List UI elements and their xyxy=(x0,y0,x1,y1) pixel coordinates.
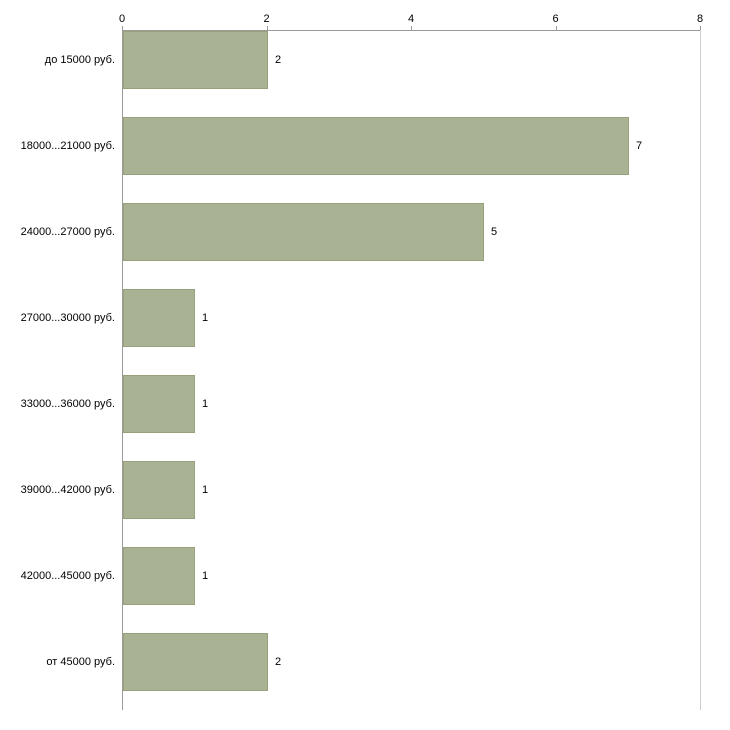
x-axis-line xyxy=(122,30,701,31)
bar xyxy=(123,375,195,433)
category-label: 33000...36000 руб. xyxy=(20,398,115,410)
category-label: 27000...30000 руб. xyxy=(20,312,115,324)
category-label: до 15000 руб. xyxy=(44,54,115,66)
bar xyxy=(123,117,629,175)
x-tick-mark xyxy=(411,26,412,30)
bar-value-label: 2 xyxy=(275,656,282,668)
bar xyxy=(123,289,195,347)
bar-value-label: 7 xyxy=(636,140,643,152)
category-label: 18000...21000 руб. xyxy=(20,140,115,152)
bar xyxy=(123,547,195,605)
bar-value-label: 1 xyxy=(202,398,209,410)
bar-value-label: 1 xyxy=(202,312,209,324)
x-tick-label: 6 xyxy=(552,13,559,25)
category-label: от 45000 руб. xyxy=(46,656,115,668)
x-tick-label: 2 xyxy=(263,13,270,25)
category-label: 42000...45000 руб. xyxy=(20,570,115,582)
x-tick-label: 0 xyxy=(118,13,126,25)
bar xyxy=(123,31,268,89)
bar-value-label: 1 xyxy=(202,484,209,496)
x-tick-mark xyxy=(700,26,701,30)
x-tick-mark xyxy=(555,26,557,30)
x-tick-mark xyxy=(266,26,268,30)
bar-value-label: 5 xyxy=(491,226,498,238)
x-tick-label: 8 xyxy=(696,13,704,25)
bar-value-label: 1 xyxy=(202,570,209,582)
bar-value-label: 2 xyxy=(275,54,282,66)
category-label: 39000...42000 руб. xyxy=(20,484,115,496)
x-tick-label: 4 xyxy=(407,13,415,25)
y-axis-line xyxy=(122,30,123,710)
bar xyxy=(123,633,268,691)
x-tick-mark xyxy=(122,26,123,30)
bar xyxy=(123,461,195,519)
bar xyxy=(123,203,484,261)
plot-right-border xyxy=(700,30,701,710)
category-label: 24000...27000 руб. xyxy=(20,226,115,238)
